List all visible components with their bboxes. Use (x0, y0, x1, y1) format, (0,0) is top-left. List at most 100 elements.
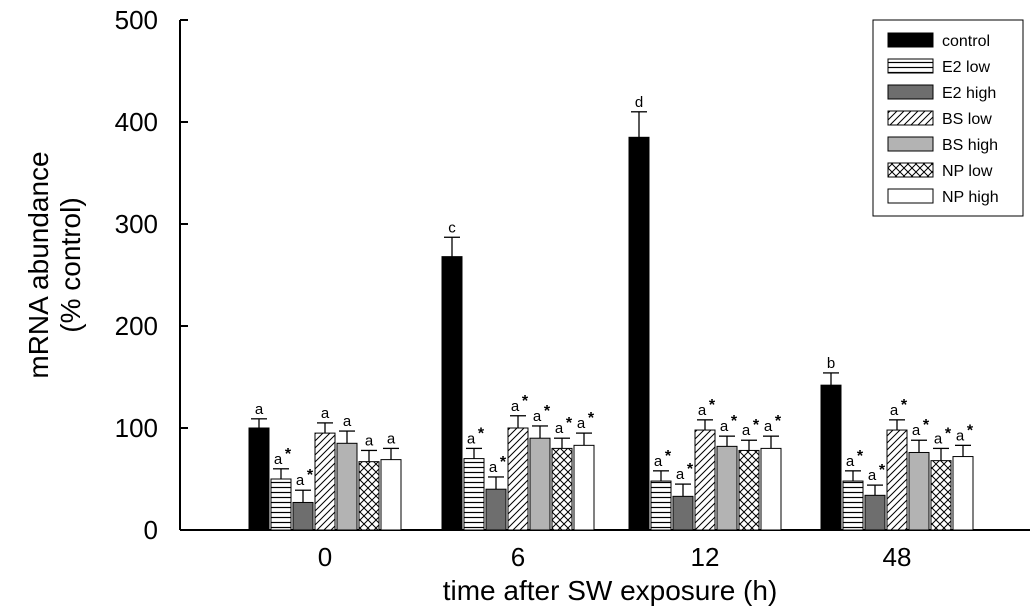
significance-asterisk: * (901, 397, 908, 414)
significance-asterisk: * (945, 425, 952, 442)
x-tick-label: 0 (318, 542, 332, 572)
legend-item-np-low: NP low (887, 162, 993, 180)
y-tick-label: 400 (115, 107, 158, 137)
bar-control-0h: a (248, 401, 270, 531)
bar-letter-label: b (827, 355, 835, 372)
y-tick-label: 0 (144, 515, 158, 545)
bar-bs-high-48h: a * (908, 417, 930, 531)
legend-swatch (887, 32, 934, 48)
bar-bs-high-6h: a * (529, 403, 551, 531)
bar (672, 495, 694, 531)
bar-letter-label: a (956, 427, 965, 444)
bar (463, 458, 485, 531)
bar (694, 429, 716, 531)
legend-label: E2 low (942, 59, 990, 76)
bar (716, 445, 738, 531)
bar (441, 256, 463, 531)
legend-item-control: control (887, 32, 990, 50)
bar-np-high-48h: a * (952, 422, 974, 531)
bar-bs-high-12h: a * (716, 413, 738, 531)
bar (380, 459, 402, 531)
bar-bs-low-0h: a (314, 405, 336, 531)
significance-asterisk: * (857, 448, 864, 465)
legend-item-e2-low: E2 low (887, 58, 990, 76)
bar-bs-high-0h: a (336, 413, 358, 531)
bar-np-low-0h: a (358, 432, 380, 531)
bar-letter-label: a (742, 422, 751, 439)
bar (336, 442, 358, 531)
significance-asterisk: * (709, 397, 716, 414)
significance-asterisk: * (879, 462, 886, 479)
legend-item-bs-low: BS low (887, 110, 992, 128)
bar-np-low-12h: a * (738, 417, 760, 531)
y-ticks: 0 100 200 300 400 500 (115, 5, 188, 545)
x-tick-label: 12 (691, 542, 720, 572)
bar-np-high-0h: a (380, 430, 402, 531)
significance-asterisk: * (307, 467, 314, 484)
bar (930, 460, 952, 531)
bar-e2-low-0h: a * (270, 446, 292, 531)
bar-bs-low-48h: a * (886, 397, 908, 531)
bar-letter-label: a (296, 472, 305, 489)
bar-e2-low-48h: a * (842, 448, 864, 531)
bar-control-6h: c (441, 219, 463, 531)
significance-asterisk: * (544, 403, 551, 420)
bar (864, 494, 886, 531)
bar (507, 427, 529, 531)
bar-np-low-48h: a * (930, 425, 952, 531)
bar-e2-low-6h: a * (463, 425, 485, 531)
legend-item-bs-high: BS high (887, 136, 998, 154)
bar-letter-label: a (890, 402, 899, 419)
legend-label: NP high (942, 189, 999, 206)
bar-letter-label: a (343, 413, 352, 430)
legend-swatch (887, 110, 934, 126)
bar-letter-label: a (934, 430, 943, 447)
bar-letter-label: c (448, 219, 456, 236)
bar (886, 429, 908, 531)
legend-label: BS low (942, 111, 992, 128)
bar-letter-label: a (868, 467, 877, 484)
legend-label: NP low (942, 163, 993, 180)
significance-asterisk: * (478, 425, 485, 442)
legend-item-np-high: NP high (887, 188, 999, 206)
bar-letter-label: a (577, 415, 586, 432)
bar-e2-low-12h: a * (650, 448, 672, 531)
bar (270, 478, 292, 531)
legend-item-e2-high: E2 high (887, 84, 996, 102)
bar-bs-low-12h: a * (694, 397, 716, 531)
bar-letter-label: a (365, 432, 374, 449)
bar-letter-label: a (533, 408, 542, 425)
y-tick-label: 500 (115, 5, 158, 35)
bar-np-low-6h: a * (551, 415, 573, 531)
bar-letter-label: a (676, 466, 685, 483)
significance-asterisk: * (731, 413, 738, 430)
bar-letter-label: a (764, 418, 773, 435)
bar-control-12h: d (628, 94, 650, 531)
significance-asterisk: * (566, 415, 573, 432)
bar-letter-label: a (321, 405, 330, 422)
y-axis-label-line1: mRNA abundance (23, 151, 54, 378)
bar (314, 432, 336, 531)
significance-asterisk: * (753, 417, 760, 434)
x-tick-label: 48 (883, 542, 912, 572)
bar (628, 136, 650, 531)
bar-letter-label: a (387, 430, 396, 447)
bar-series-group: aa *a *a aa aca *a *a *a *a * a *da *a *a *a *a * a *ba *a *… (248, 94, 974, 531)
legend-swatch (887, 84, 934, 100)
bar (358, 461, 380, 531)
bar-e2-high-0h: a * (292, 467, 314, 531)
bar-bs-low-6h: a * (507, 393, 529, 531)
bar (573, 444, 595, 531)
bar (820, 384, 842, 531)
bar (650, 480, 672, 531)
legend-swatch (887, 58, 934, 74)
x-ticks: 0 6 12 48 (318, 542, 912, 572)
legend-label: BS high (942, 137, 998, 154)
significance-asterisk: * (665, 448, 672, 465)
bar (529, 437, 551, 531)
bar (292, 501, 314, 531)
bar-control-48h: b (820, 355, 842, 531)
bar (738, 449, 760, 531)
bar-letter-label: a (489, 459, 498, 476)
